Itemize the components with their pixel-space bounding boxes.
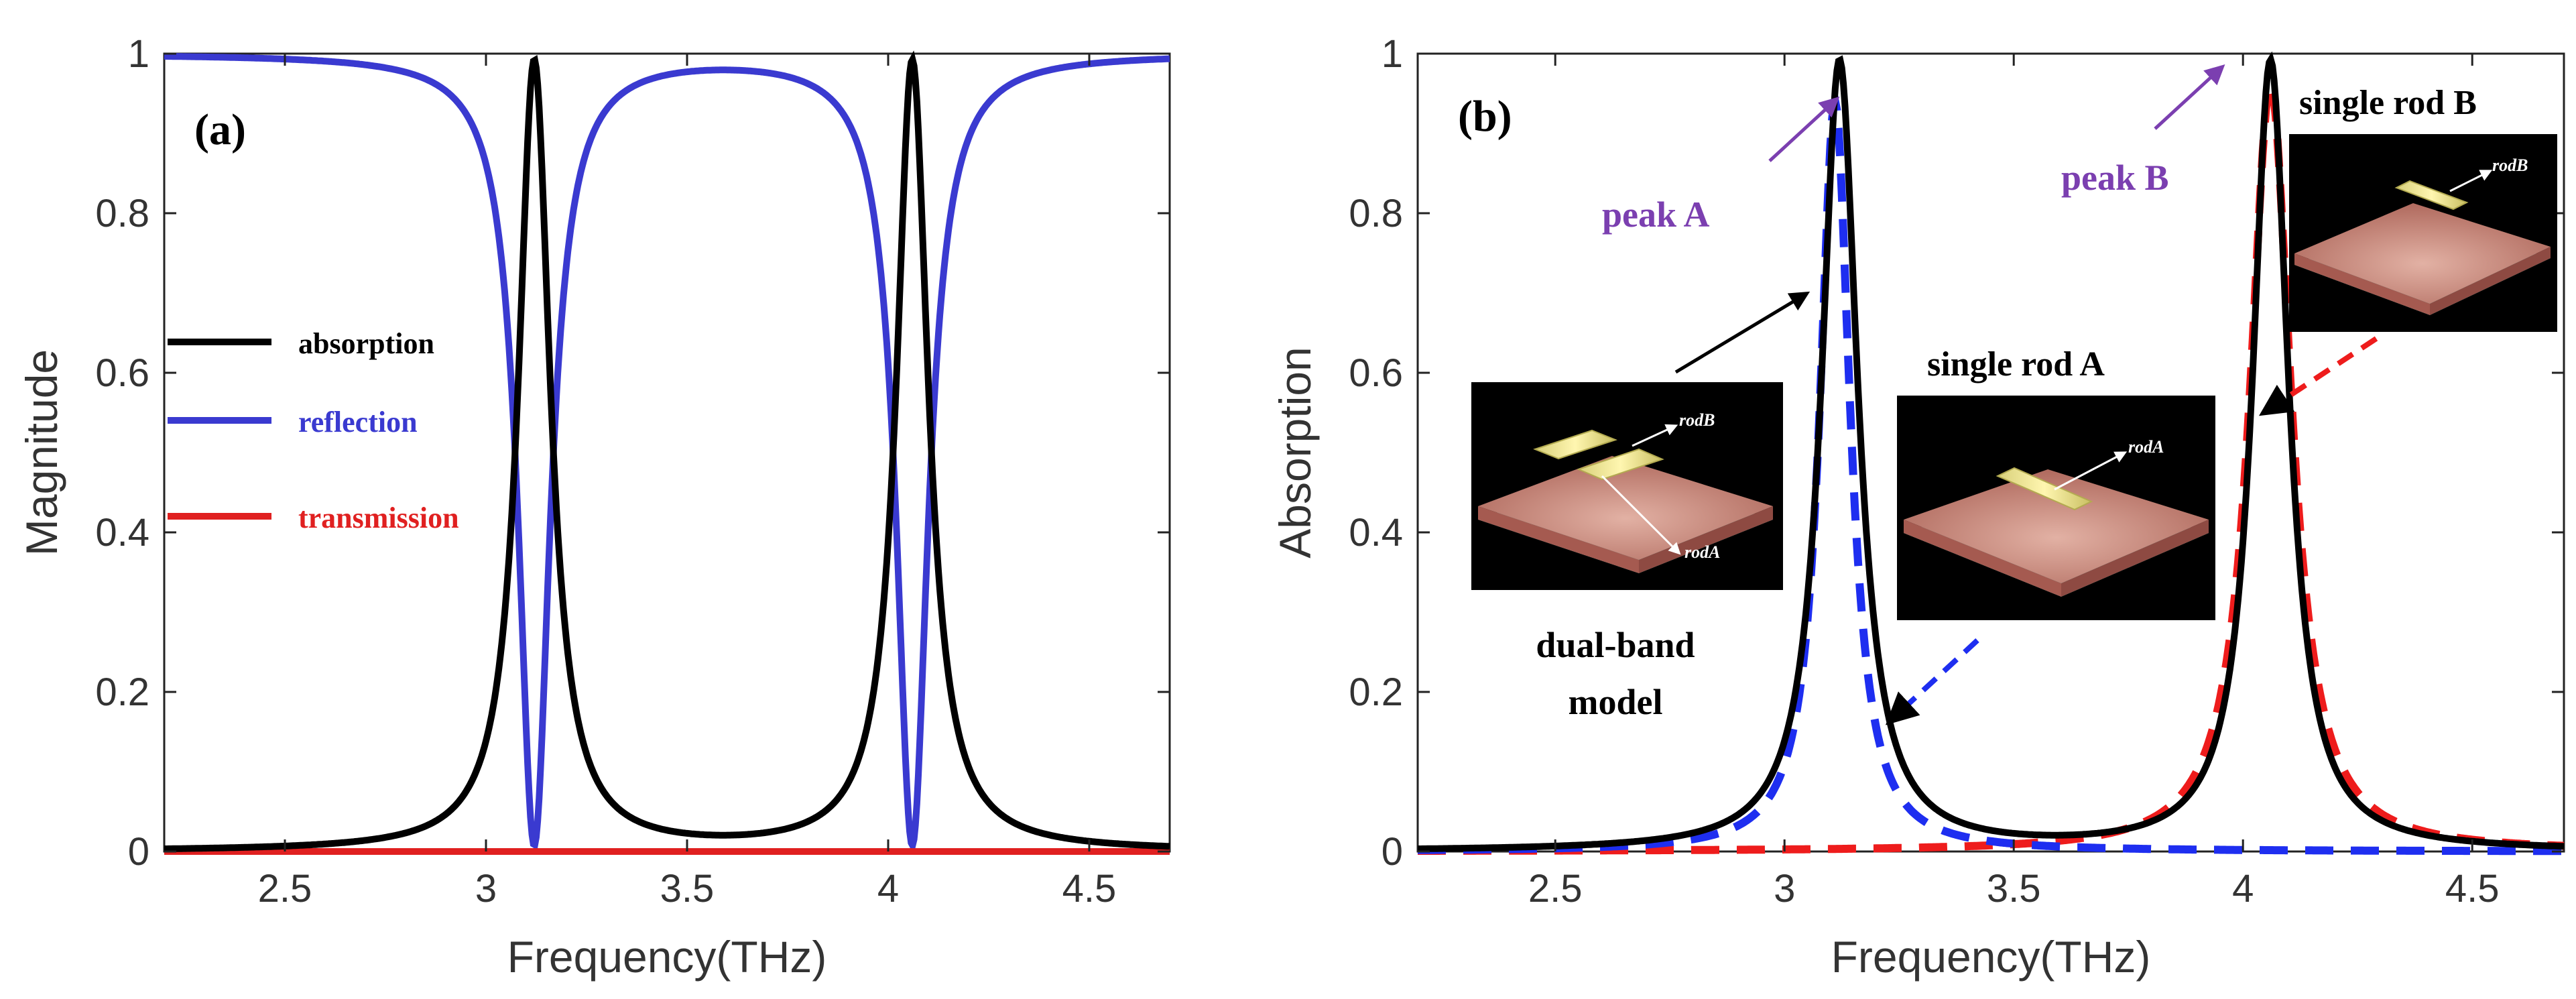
inset-rod-a-slab-top	[1904, 469, 2209, 583]
b-ytick-label: 1	[1382, 32, 1403, 76]
curves-b	[1418, 51, 2565, 856]
plot-frame-a	[163, 52, 1171, 853]
a-xtick-label: 3.5	[660, 867, 715, 910]
dual-band-pointer-arrow	[1674, 291, 1811, 374]
inset-dual-band-label-rodA: rodA	[1684, 542, 1720, 562]
b-ytick-label: 0.4	[1349, 511, 1403, 554]
b-xtick-label: 4	[2232, 867, 2254, 910]
peak-a-arrow	[1768, 96, 1840, 162]
legend-label-reflection: reflection	[298, 406, 418, 438]
a-xtick-label: 3	[475, 867, 497, 910]
b-xtick-label: 3	[1774, 867, 1795, 910]
a-xtick-label: 2.5	[258, 867, 312, 910]
ticks-b: 2.5 3 3.5 4 4.5 0 0.2 0.4 0.6 0.8 1	[1349, 32, 2564, 910]
panel-label-b: (b)	[1458, 92, 1512, 141]
single-rod-a-pointer-arrow	[1885, 638, 1979, 725]
a-ytick-label: 0.2	[95, 670, 149, 714]
b-xtick-label: 3.5	[1987, 867, 2041, 910]
inset-rod-b-slab-top	[2294, 203, 2551, 304]
inset-single-rod-b: rodB	[2289, 134, 2557, 332]
y-axis-label-b: Absorption	[1270, 347, 1320, 559]
b-ytick-label: 0.8	[1349, 192, 1403, 235]
single-rod-a-label: single rod A	[1927, 345, 2105, 384]
inset-dual-band: rodB rodA	[1471, 382, 1783, 590]
peak-b-arrow	[2154, 64, 2225, 130]
y-axis-label-a: Magnitude	[17, 349, 66, 556]
inset-dual-band-slab-front	[1478, 506, 1639, 573]
series-line-reflection	[164, 53, 1170, 855]
x-axis-label-a: Frequency(THz)	[507, 932, 827, 982]
inset-dual-band-pointer-rodB	[1632, 424, 1678, 447]
series-line-absorption	[164, 50, 1170, 852]
inset-rod-b-rod	[2394, 180, 2469, 211]
inset-dual-band-slab-top	[1478, 456, 1773, 560]
a-ytick-label: 0.8	[95, 192, 149, 235]
curves-a	[164, 50, 1170, 855]
single-rod-b-label: single rod B	[2299, 84, 2477, 122]
a-ytick-label: 0	[128, 830, 149, 874]
panel-b: 2.5 3 3.5 4 4.5 0 0.2 0.4 0.6 0.8 1 (b) peak A pea…	[1270, 32, 2565, 982]
a-xtick-label: 4	[877, 867, 899, 910]
dual-band-label-line1: dual-band	[1536, 625, 1695, 665]
inset-rod-a-slab-front	[1904, 520, 2061, 597]
x-axis-label-b: Frequency(THz)	[1831, 932, 2151, 982]
inset-dual-band-pointer-rodA	[1601, 475, 1681, 555]
inset-dual-band-rod-b	[1577, 448, 1664, 481]
single-rod-b-pointer-arrow	[2258, 336, 2378, 416]
ticks-a: 2.5 3 3.5 4 4.5 0 0.2 0.4 0.6 0.8 1	[95, 32, 1170, 910]
b-ytick-label: 0	[1382, 830, 1403, 874]
inset-dual-band-slab-side	[1639, 506, 1773, 573]
peak-a-label: peak A	[1602, 194, 1710, 235]
inset-rod-b-pointer	[2449, 170, 2493, 192]
inset-rod-a-rod	[1996, 467, 2093, 511]
inset-rod-b-label: rodB	[2492, 156, 2528, 175]
inset-dual-band-rod-a	[1533, 429, 1617, 460]
inset-dual-band-label-rodB: rodB	[1679, 410, 1715, 430]
b-ytick-label: 0.6	[1349, 351, 1403, 395]
series-line-dual-band-model	[1418, 51, 2565, 852]
panel-a: 2.5 3 3.5 4 4.5 0 0.2 0.4 0.6 0.8 1 (a) absorption…	[17, 32, 1171, 982]
a-ytick-label: 0.4	[95, 511, 149, 554]
inset-single-rod-a: rodA	[1897, 396, 2215, 620]
a-ytick-label: 1	[128, 32, 149, 76]
a-ytick-label: 0.6	[95, 351, 149, 395]
panel-label-a: (a)	[194, 105, 246, 154]
a-xtick-label: 4.5	[1062, 867, 1117, 910]
legend-a: absorption reflection transmission	[168, 327, 459, 534]
legend-label-absorption: absorption	[298, 327, 434, 360]
dual-band-label-line2: model	[1569, 682, 1663, 722]
peak-b-label: peak B	[2061, 158, 2169, 198]
b-xtick-label: 2.5	[1528, 867, 1583, 910]
inset-rod-b-slab-side	[2430, 247, 2551, 315]
inset-rod-b-slab-front	[2294, 253, 2430, 315]
inset-rod-a-pointer	[2054, 451, 2128, 491]
inset-rod-a-label: rodA	[2128, 437, 2164, 457]
b-ytick-label: 0.2	[1349, 670, 1403, 714]
b-xtick-label: 4.5	[2445, 867, 2500, 910]
legend-label-transmission: transmission	[298, 502, 459, 534]
inset-rod-a-slab-side	[2061, 520, 2209, 597]
